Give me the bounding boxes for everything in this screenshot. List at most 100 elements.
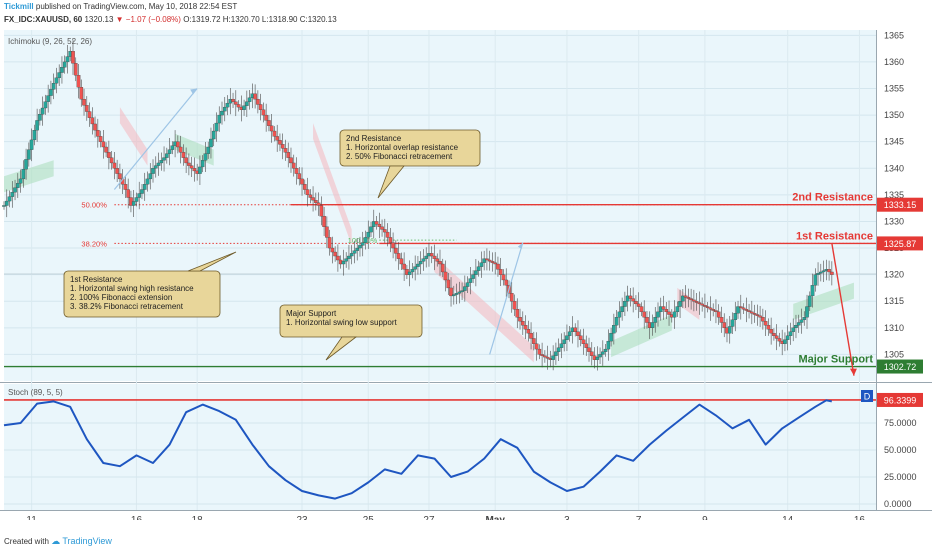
price-axis[interactable]: 1305131013151320132513301335134013451350…: [877, 30, 923, 374]
tradingview-link[interactable]: TradingView: [62, 536, 112, 546]
candle-down: [578, 335, 583, 340]
candle-down: [438, 261, 442, 265]
candle-down: [777, 338, 782, 342]
candle-up: [451, 294, 456, 297]
projection-arrow: [489, 242, 524, 355]
candle-down: [118, 173, 122, 180]
stoch-label[interactable]: Stoch (89, 5, 5): [8, 388, 63, 397]
candle-down: [178, 146, 183, 153]
candle-down: [697, 302, 702, 305]
candle-up: [551, 355, 555, 360]
candle-up: [7, 196, 12, 202]
candle-up: [156, 162, 161, 166]
candle-up: [153, 165, 158, 169]
cloud-red-span: [119, 107, 148, 166]
candle-up: [606, 340, 611, 350]
candle-down: [289, 157, 293, 164]
candle-down: [112, 162, 117, 169]
chart-footer: Created with ☁ TradingView: [0, 533, 932, 550]
candle-down: [305, 189, 310, 196]
candle-down: [93, 123, 97, 131]
candle-down: [493, 262, 497, 265]
candle-up: [601, 351, 605, 355]
forecast-arrow: [831, 243, 855, 376]
candle-down: [261, 109, 266, 116]
time-tick-label: 27: [423, 515, 435, 520]
candle-up: [810, 285, 815, 297]
candle-down: [772, 332, 776, 336]
candle-down: [333, 251, 337, 257]
candle-down: [322, 215, 326, 227]
candle-down: [399, 258, 404, 265]
candle-down: [73, 63, 78, 76]
candle-up: [421, 258, 426, 262]
annotation-pointer: [325, 336, 358, 361]
stoch-level-value: 96.3399: [884, 395, 917, 405]
candle-down: [383, 229, 387, 233]
first-resistance-price-value: 1325.87: [884, 239, 917, 249]
candle-down: [435, 258, 440, 262]
candle-down: [716, 311, 721, 318]
price-tick-label: 1350: [884, 110, 904, 120]
candle-up: [620, 306, 624, 313]
symbol-name[interactable]: FX_IDC:XAUUSD, 60: [4, 15, 83, 24]
candle-down: [532, 338, 536, 344]
candle-up: [245, 101, 249, 106]
candle-down: [761, 317, 765, 322]
candle-down: [827, 269, 831, 273]
candle-up: [137, 193, 142, 198]
candle-up: [736, 306, 740, 314]
annotation-text: 1st Resistance: [70, 275, 123, 284]
candle-up: [54, 77, 59, 84]
candle-down: [87, 111, 92, 118]
second-resistance-price-value: 1333.15: [884, 200, 917, 210]
candle-down: [642, 311, 647, 318]
candle-down: [714, 310, 718, 313]
candle-down: [123, 184, 128, 190]
candle-up: [145, 178, 150, 185]
stoch-tick-label: 50.0000: [884, 445, 917, 455]
candle-up: [482, 258, 486, 263]
candle-down: [537, 348, 542, 355]
annotation-box: [339, 129, 481, 167]
candle-down: [294, 168, 299, 174]
time-axis[interactable]: 11 16 18 23 25 27 May 3 7 9 14 16: [26, 515, 865, 520]
tradingview-logo-icon: ☁: [51, 536, 61, 546]
candle-down: [330, 247, 335, 253]
candle-down: [300, 178, 304, 185]
candle-down: [336, 255, 340, 261]
major-support-label: Major Support: [798, 354, 873, 366]
time-tick-label: 16: [854, 515, 866, 520]
second-resistance-price-tag: [877, 197, 923, 212]
candle-up: [38, 114, 42, 121]
candle-down: [187, 162, 191, 166]
candle-up: [816, 273, 820, 275]
annotation-text: 1. Horizontal overlap resistance: [346, 143, 459, 152]
candle-down: [581, 339, 586, 344]
candle-up: [211, 130, 216, 140]
candle-down: [769, 328, 773, 334]
candle-down: [98, 136, 103, 142]
candle-down: [711, 309, 715, 311]
candle-up: [341, 261, 346, 265]
projection-arrow: [113, 88, 198, 190]
candle-down: [256, 98, 260, 105]
brand-name[interactable]: Tickmill: [4, 2, 34, 11]
candle-up: [13, 187, 17, 193]
second-resistance-label: 2nd Resistance: [792, 192, 873, 204]
candle-down: [440, 263, 445, 273]
ichimoku-label[interactable]: Ichimoku (9, 26, 52, 26): [8, 37, 92, 46]
candle-down: [429, 253, 434, 257]
candle-down: [272, 130, 277, 137]
candle-up: [612, 325, 616, 334]
candle-up: [791, 327, 796, 332]
candle-down: [374, 221, 379, 225]
candle-up: [27, 149, 31, 160]
candle-up: [142, 184, 147, 190]
candle-up: [15, 183, 20, 188]
candle-down: [750, 311, 754, 314]
candle-up: [416, 263, 420, 267]
price-tick-label: 1310: [884, 323, 904, 333]
candle-up: [617, 311, 622, 318]
